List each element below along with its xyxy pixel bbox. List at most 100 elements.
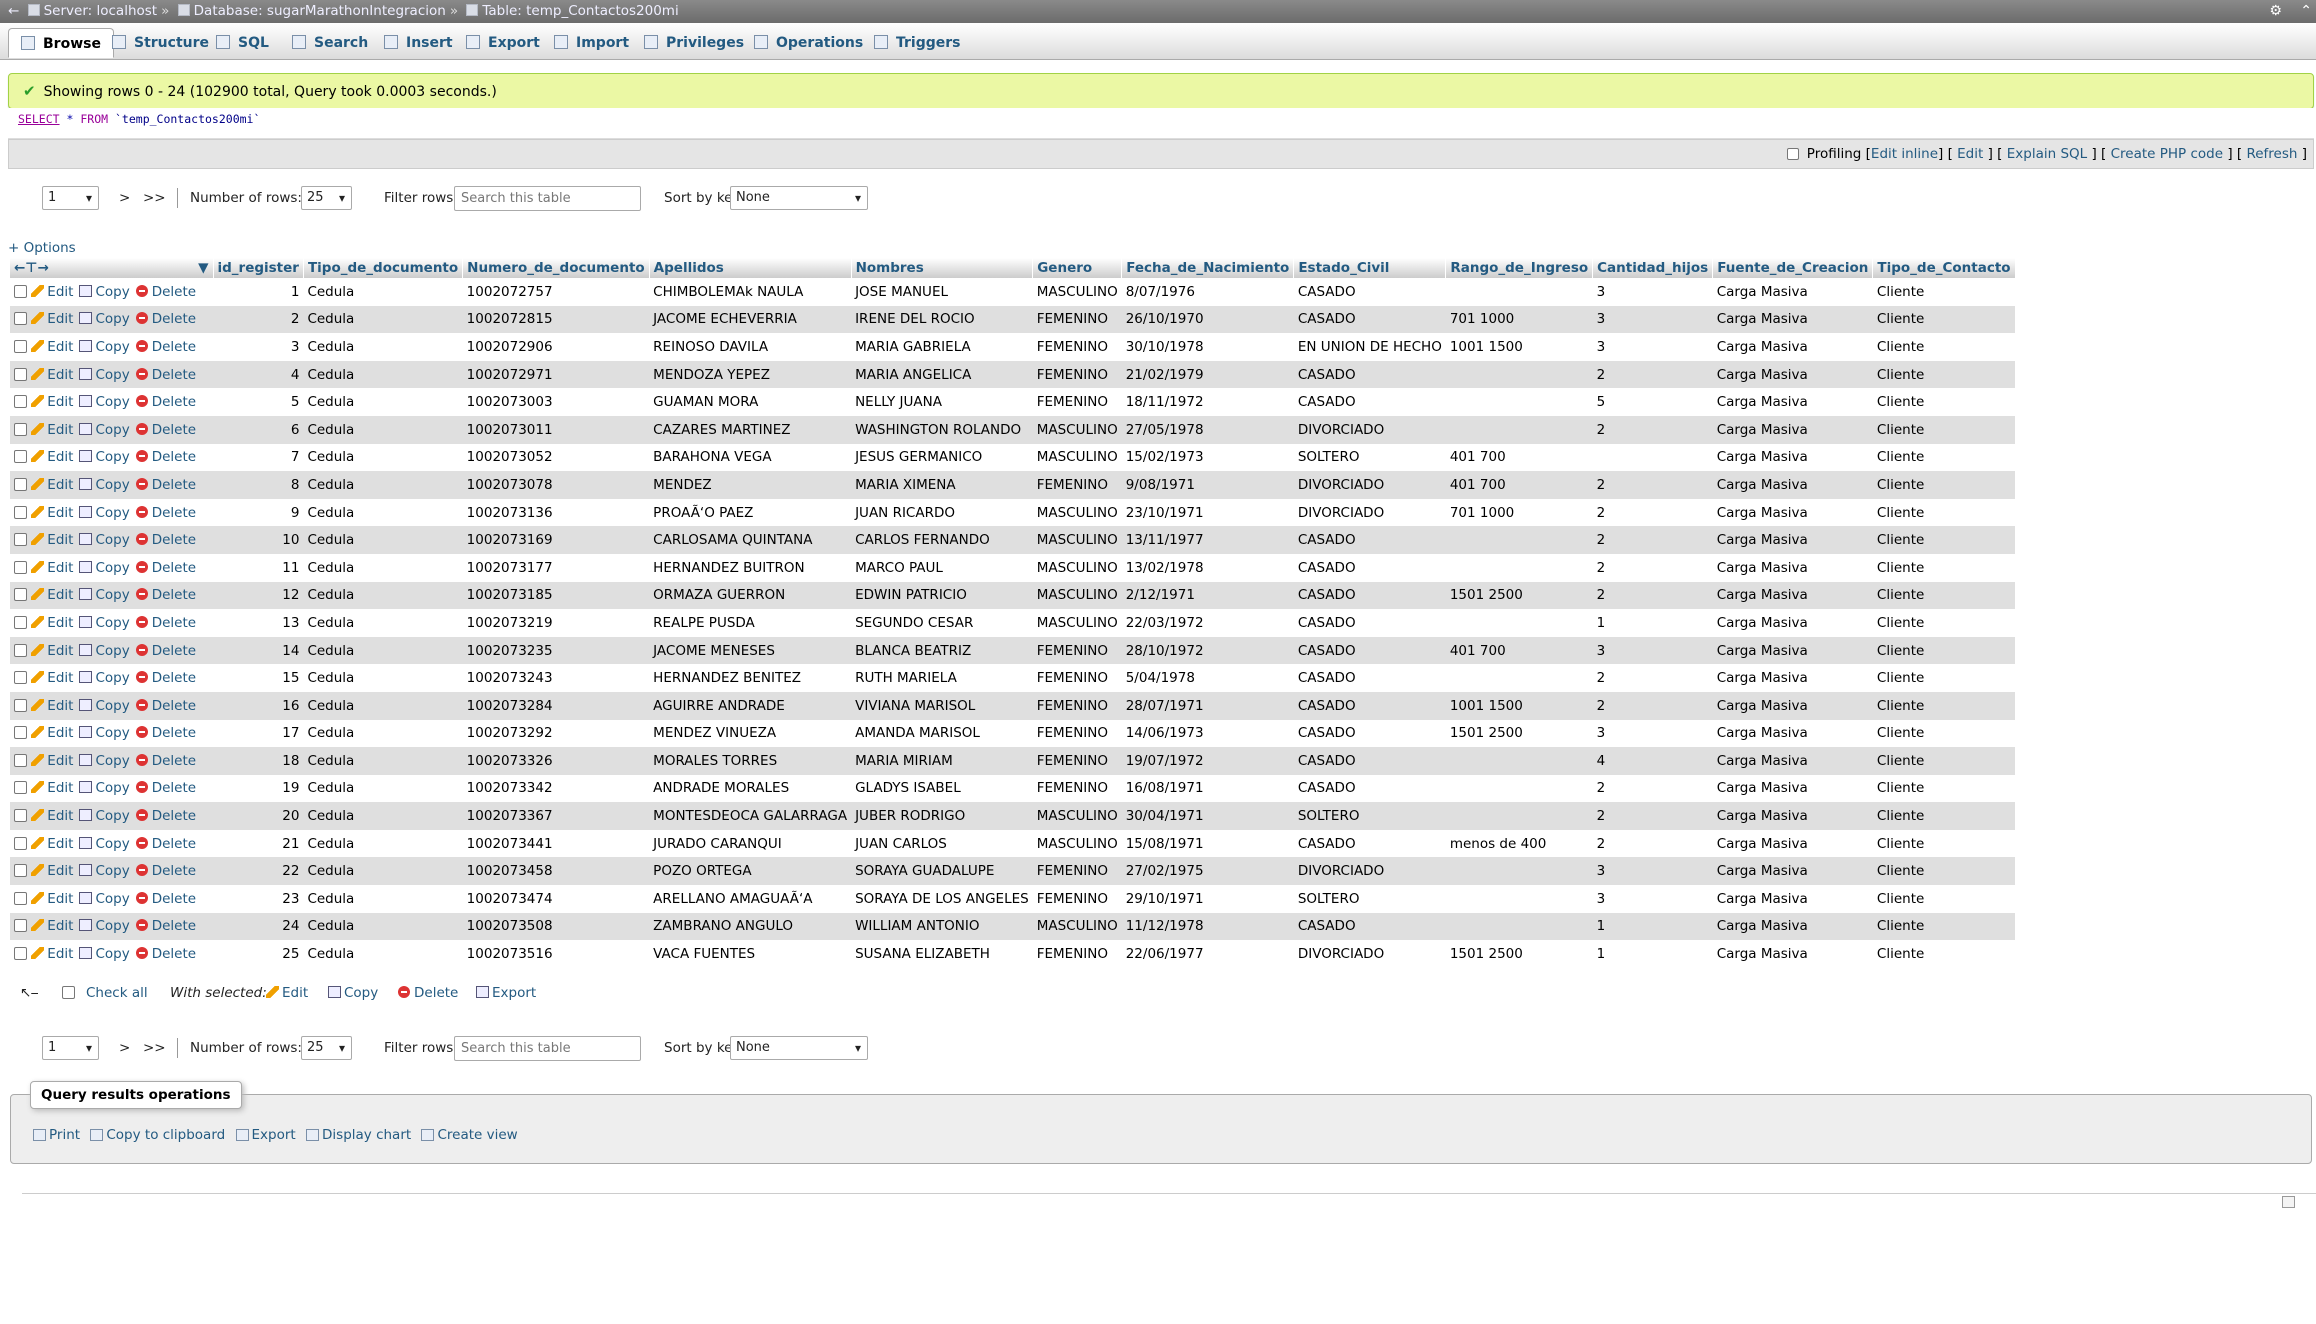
- table-cell[interactable]: GUAMAN MORA: [649, 388, 852, 416]
- row-edit-button[interactable]: Edit: [31, 284, 73, 300]
- table-cell[interactable]: MASCULINO: [1032, 581, 1122, 610]
- table-cell[interactable]: 25: [213, 940, 304, 968]
- table-cell[interactable]: DIVORCIADO: [1293, 415, 1446, 444]
- table-cell[interactable]: 16/08/1971: [1121, 774, 1294, 803]
- row-delete-button[interactable]: Delete: [135, 284, 196, 300]
- table-cell[interactable]: 29/10/1971: [1121, 885, 1294, 913]
- table-cell[interactable]: Carga Masiva: [1712, 415, 1873, 444]
- table-cell[interactable]: Cliente: [1872, 940, 2016, 968]
- row-edit-button[interactable]: Edit: [31, 449, 73, 465]
- table-cell[interactable]: 11/12/1978: [1121, 912, 1294, 941]
- table-cell[interactable]: CASADO: [1293, 829, 1446, 858]
- table-cell[interactable]: CASADO: [1293, 912, 1446, 941]
- table-cell[interactable]: 3: [1592, 885, 1713, 913]
- row-checkbox[interactable]: [14, 809, 27, 823]
- row-copy-button[interactable]: Copy: [79, 339, 130, 355]
- table-cell[interactable]: ANDRADE MORALES: [649, 774, 852, 803]
- table-cell[interactable]: EN UNION DE HECHO: [1293, 333, 1446, 361]
- sort-by-key-select[interactable]: None: [730, 1036, 868, 1060]
- table-cell[interactable]: FEMENINO: [1032, 774, 1122, 803]
- table-cell[interactable]: 1002073326: [462, 747, 650, 775]
- row-edit-button[interactable]: Edit: [31, 698, 73, 714]
- rows-per-page-select[interactable]: 25: [301, 1036, 352, 1060]
- page-select[interactable]: 1: [42, 1036, 99, 1060]
- table-cell[interactable]: 19/07/1972: [1121, 747, 1294, 775]
- table-cell[interactable]: Cliente: [1872, 443, 2016, 472]
- back-arrow-icon[interactable]: ←: [8, 3, 20, 19]
- row-edit-button[interactable]: Edit: [31, 339, 73, 355]
- table-cell[interactable]: CASADO: [1293, 747, 1446, 775]
- table-cell[interactable]: 18: [213, 747, 304, 775]
- row-delete-button[interactable]: Delete: [135, 560, 196, 576]
- table-cell[interactable]: 2: [1592, 360, 1713, 389]
- row-edit-button[interactable]: Edit: [31, 532, 73, 548]
- table-cell[interactable]: [1445, 774, 1593, 803]
- row-delete-button[interactable]: Delete: [135, 311, 196, 327]
- table-cell[interactable]: [1445, 553, 1593, 582]
- table-cell[interactable]: 1: [1592, 912, 1713, 941]
- table-cell[interactable]: Cliente: [1872, 609, 2016, 637]
- table-cell[interactable]: 2: [1592, 471, 1713, 499]
- table-row[interactable]: Edit Copy Delete 1 Cedula 1002072757 CHIMBOLEM…: [10, 278, 2016, 306]
- table-cell[interactable]: FEMENINO: [1032, 691, 1122, 720]
- table-cell[interactable]: Cliente: [1872, 526, 2016, 554]
- bulk-edit-button[interactable]: Edit: [266, 983, 314, 1003]
- table-cell[interactable]: Cliente: [1872, 471, 2016, 499]
- row-checkbox[interactable]: [14, 753, 27, 767]
- table-cell[interactable]: 3: [1592, 333, 1713, 361]
- table-cell[interactable]: 1002073003: [462, 388, 650, 416]
- table-cell[interactable]: DIVORCIADO: [1293, 857, 1446, 886]
- table-cell[interactable]: REINOSO DAVILA: [649, 333, 852, 361]
- table-cell[interactable]: Carga Masiva: [1712, 885, 1873, 913]
- column-header[interactable]: Fuente_de_Creacion: [1712, 258, 1874, 278]
- tab-structure[interactable]: Structure: [100, 28, 221, 58]
- table-cell[interactable]: Cliente: [1872, 857, 2016, 886]
- row-delete-button[interactable]: Delete: [135, 532, 196, 548]
- row-checkbox[interactable]: [14, 312, 27, 326]
- table-cell[interactable]: FEMENINO: [1032, 636, 1122, 665]
- console-icon[interactable]: [2282, 1196, 2295, 1208]
- row-delete-button[interactable]: Delete: [135, 753, 196, 769]
- row-edit-button[interactable]: Edit: [31, 560, 73, 576]
- table-cell[interactable]: Carga Masiva: [1712, 388, 1873, 416]
- table-cell[interactable]: Carga Masiva: [1712, 636, 1873, 665]
- table-cell[interactable]: SUSANA ELIZABETH: [851, 940, 1033, 968]
- table-cell[interactable]: 1002072815: [462, 305, 650, 334]
- table-cell[interactable]: 5: [1592, 388, 1713, 416]
- tab-operations[interactable]: Operations: [742, 28, 875, 58]
- row-delete-button[interactable]: Delete: [135, 339, 196, 355]
- table-row[interactable]: Edit Copy Delete 12 Cedula 1002073185 ORMAZA G…: [10, 581, 2016, 610]
- row-checkbox[interactable]: [14, 367, 27, 381]
- table-cell[interactable]: 20: [213, 802, 304, 830]
- table-cell[interactable]: Cedula: [303, 912, 463, 941]
- tab-import[interactable]: Import: [542, 28, 641, 58]
- table-cell[interactable]: 1002072757: [462, 278, 650, 306]
- table-cell[interactable]: MENDEZ VINUEZA: [649, 719, 852, 748]
- table-cell[interactable]: IRENE DEL ROCIO: [851, 305, 1033, 334]
- row-copy-button[interactable]: Copy: [79, 863, 130, 879]
- table-row[interactable]: Edit Copy Delete 25 Cedula 1002073516 VACA FUE…: [10, 940, 2016, 968]
- table-cell[interactable]: 21/02/1979: [1121, 360, 1294, 389]
- row-delete-button[interactable]: Delete: [135, 891, 196, 907]
- table-row[interactable]: Edit Copy Delete 16 Cedula 1002073284 AGUIRRE …: [10, 691, 2016, 720]
- row-checkbox[interactable]: [14, 477, 27, 491]
- table-cell[interactable]: Carga Masiva: [1712, 664, 1873, 692]
- table-cell[interactable]: Cedula: [303, 857, 463, 886]
- table-cell[interactable]: SORAYA GUADALUPE: [851, 857, 1033, 886]
- row-edit-button[interactable]: Edit: [31, 725, 73, 741]
- table-cell[interactable]: CHIMBOLEMAk NAULA: [649, 278, 852, 306]
- table-cell[interactable]: MASCULINO: [1032, 553, 1122, 582]
- table-cell[interactable]: 15/08/1971: [1121, 829, 1294, 858]
- table-cell[interactable]: Carga Masiva: [1712, 774, 1873, 803]
- table-cell[interactable]: Cedula: [303, 664, 463, 692]
- display-chart-link[interactable]: Display chart: [306, 1127, 411, 1143]
- print-link[interactable]: Print: [33, 1127, 80, 1143]
- row-delete-button[interactable]: Delete: [135, 836, 196, 852]
- table-cell[interactable]: Cliente: [1872, 415, 2016, 444]
- row-checkbox[interactable]: [14, 339, 27, 353]
- row-delete-button[interactable]: Delete: [135, 643, 196, 659]
- row-edit-button[interactable]: Edit: [31, 367, 73, 383]
- table-cell[interactable]: 4: [1592, 747, 1713, 775]
- table-row[interactable]: Edit Copy Delete 18 Cedula 1002073326 MORALES …: [10, 747, 2016, 775]
- row-copy-button[interactable]: Copy: [79, 670, 130, 686]
